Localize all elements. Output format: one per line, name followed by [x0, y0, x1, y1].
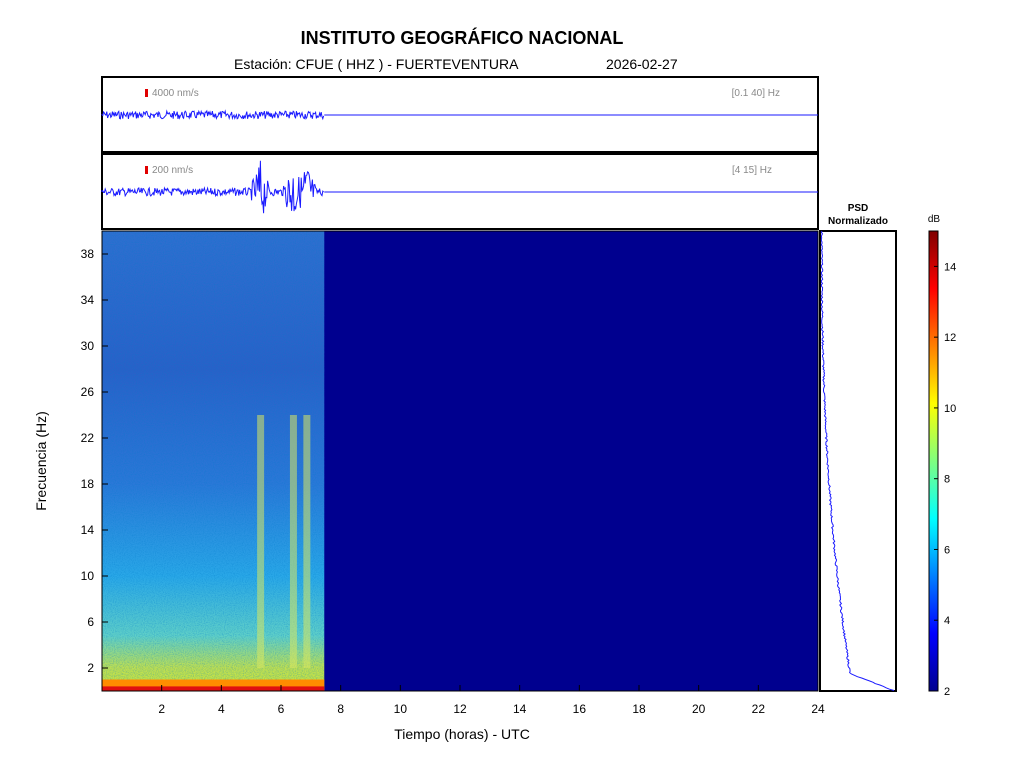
x-tick-label-5: 12	[453, 702, 467, 716]
y-tick-label-0: 2	[87, 661, 94, 675]
y-tick-label-1: 6	[87, 615, 94, 629]
waveform-trace-broadband	[101, 109, 818, 121]
x-tick-label-3: 8	[337, 702, 344, 716]
y-tick-label-4: 18	[81, 477, 95, 491]
spectrogram-burst-1	[289, 415, 297, 668]
x-tick-label-6: 14	[513, 702, 527, 716]
y-tick-label-7: 30	[81, 339, 95, 353]
scale-label-filtered: 200 nm/s	[152, 165, 193, 176]
y-tick-label-3: 14	[81, 523, 95, 537]
y-tick-label-8: 34	[81, 293, 95, 307]
waveform-signal	[101, 109, 325, 121]
scale-label-broadband: 4000 nm/s	[152, 88, 199, 99]
psd-panel	[819, 230, 897, 692]
x-axis-label: Tiempo (horas) - UTC	[394, 726, 530, 742]
colorbar-tick-label-6: 14	[944, 261, 956, 273]
x-tick-label-9: 20	[692, 702, 706, 716]
x-axis-ticks: 2 4 6 8 10 12 14 16 18 20 22 24	[158, 685, 825, 716]
colorbar-tick-label-2: 6	[944, 544, 950, 556]
colorbar-label: dB	[928, 214, 941, 225]
waveform-signal	[101, 160, 324, 214]
low-freq-band-core	[102, 686, 325, 691]
colorbar-tick-label-5: 12	[944, 332, 956, 344]
y-axis-label: Frecuencia (Hz)	[33, 411, 49, 511]
colorbar	[928, 230, 939, 692]
y-tick-label-2: 10	[81, 569, 95, 583]
x-tick-label-0: 2	[158, 702, 165, 716]
psd-title-line2: Normalizado	[828, 216, 888, 227]
y-tick-label-9: 38	[81, 247, 95, 261]
filter-label-broadband: [0.1 40] Hz	[732, 88, 780, 99]
colorbar-tick-label-0: 2	[944, 686, 950, 698]
x-tick-label-8: 18	[632, 702, 646, 716]
x-tick-label-7: 16	[573, 702, 587, 716]
x-tick-label-11: 24	[811, 702, 825, 716]
spectrogram-burst-0	[257, 415, 265, 668]
scale-marker-broadband	[145, 89, 148, 97]
psd-curve	[820, 230, 895, 691]
spectrogram-burst-2	[303, 415, 311, 668]
colorbar-tick-label-4: 10	[944, 403, 956, 415]
colorbar-tick-label-1: 4	[944, 615, 950, 627]
psd-title-line1: PSD	[848, 203, 869, 214]
station-label: Estación: CFUE ( HHZ ) - FUERTEVENTURA	[234, 56, 519, 72]
x-tick-label-10: 22	[752, 702, 766, 716]
spectrogram-data	[102, 231, 325, 691]
colorbar-tick-label-3: 8	[944, 474, 950, 486]
scale-marker-filtered	[145, 166, 148, 174]
x-tick-label-2: 6	[278, 702, 285, 716]
chart-title: INSTITUTO GEOGRÁFICO NACIONAL	[300, 28, 624, 48]
colorbar-ticks: 2 4 6 8 10 12 14	[934, 261, 956, 698]
x-tick-label-1: 4	[218, 702, 225, 716]
low-freq-band	[102, 679, 325, 691]
y-tick-label-6: 26	[81, 385, 95, 399]
spectrogram-noise	[102, 231, 325, 691]
filter-label-filtered: [4 15] Hz	[732, 165, 772, 176]
x-tick-label-4: 10	[394, 702, 408, 716]
date-label: 2026-02-27	[606, 56, 678, 72]
waveform-trace-filtered	[101, 160, 818, 214]
y-tick-label-5: 22	[81, 431, 95, 445]
